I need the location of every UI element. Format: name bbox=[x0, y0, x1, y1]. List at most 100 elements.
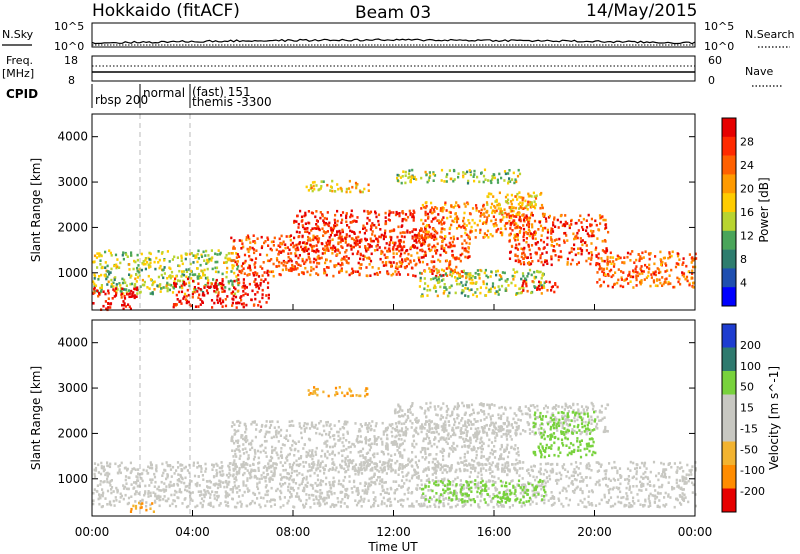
heatmap-cell bbox=[224, 495, 227, 498]
heatmap-cell bbox=[182, 270, 186, 273]
heatmap-cell bbox=[305, 450, 308, 454]
heatmap-cell bbox=[651, 494, 654, 497]
heatmap-cell bbox=[509, 207, 512, 211]
heatmap-cell bbox=[233, 505, 237, 509]
heatmap-cell bbox=[242, 460, 245, 464]
heatmap-cell bbox=[433, 244, 436, 248]
heatmap-cell bbox=[590, 234, 593, 238]
heatmap-cell bbox=[142, 260, 145, 263]
heatmap-cell bbox=[404, 181, 407, 185]
heatmap-cell bbox=[378, 271, 382, 274]
heatmap-cell bbox=[298, 235, 301, 238]
heatmap-cell bbox=[418, 237, 421, 240]
noise-panel: N.Sky 10^5 10^0 10^5 10^0 N.Search bbox=[2, 20, 795, 53]
heatmap-cell bbox=[133, 294, 136, 297]
heatmap-cell bbox=[544, 484, 547, 488]
heatmap-cell bbox=[511, 205, 514, 209]
heatmap-cell bbox=[308, 463, 311, 466]
heatmap-cell bbox=[253, 263, 256, 266]
heatmap-cell bbox=[491, 211, 494, 215]
heatmap-cell bbox=[293, 470, 296, 473]
heatmap-cell bbox=[375, 215, 378, 219]
heatmap-cell bbox=[349, 190, 352, 194]
heatmap-cell bbox=[433, 503, 436, 506]
heatmap-cell bbox=[312, 461, 315, 464]
heatmap-cell bbox=[538, 280, 541, 284]
heatmap-cell bbox=[407, 172, 411, 175]
heatmap-cell bbox=[433, 438, 436, 441]
heatmap-cell bbox=[226, 485, 229, 489]
heatmap-cell bbox=[400, 252, 403, 256]
heatmap-cell bbox=[499, 231, 502, 234]
heatmap-cell bbox=[424, 282, 427, 285]
heatmap-cell bbox=[280, 234, 283, 238]
heatmap-cell bbox=[471, 278, 474, 282]
heatmap-cell bbox=[110, 486, 114, 489]
heatmap-cell bbox=[242, 278, 245, 281]
heatmap-cell bbox=[460, 270, 463, 273]
heatmap-cell bbox=[594, 219, 597, 223]
heatmap-cell bbox=[508, 233, 511, 237]
heatmap-cell bbox=[447, 294, 450, 298]
heatmap-cell bbox=[343, 255, 346, 259]
heatmap-cell bbox=[485, 219, 488, 222]
heatmap-cell bbox=[361, 190, 364, 194]
heatmap-cell bbox=[98, 493, 101, 496]
heatmap-cell bbox=[503, 450, 506, 453]
heatmap-cell bbox=[542, 472, 545, 476]
heatmap-cell bbox=[315, 223, 318, 226]
heatmap-cell bbox=[256, 497, 259, 500]
heatmap-cell bbox=[598, 278, 601, 281]
heatmap-cell bbox=[354, 463, 358, 466]
heatmap-cell bbox=[667, 256, 670, 260]
heatmap-cell bbox=[679, 495, 682, 498]
heatmap-cell bbox=[431, 206, 434, 209]
heatmap-cell bbox=[272, 274, 275, 278]
heatmap-cell bbox=[433, 431, 436, 434]
heatmap-cell bbox=[488, 495, 491, 498]
heatmap-cell bbox=[227, 252, 230, 255]
heatmap-cell bbox=[299, 499, 302, 503]
heatmap-cell bbox=[200, 255, 204, 258]
heatmap-cell bbox=[375, 237, 378, 240]
heatmap-cell bbox=[523, 216, 526, 219]
heatmap-cell bbox=[366, 210, 369, 213]
heatmap-cell bbox=[497, 293, 500, 296]
heatmap-cell bbox=[345, 259, 348, 262]
heatmap-cell bbox=[497, 207, 500, 210]
heatmap-cell bbox=[439, 253, 442, 257]
heatmap-cell bbox=[572, 470, 575, 474]
heatmap-cell bbox=[481, 213, 484, 216]
heatmap-cell bbox=[638, 488, 641, 492]
heatmap-cell bbox=[199, 288, 202, 291]
heatmap-cell bbox=[489, 206, 493, 209]
heatmap-cell bbox=[607, 274, 610, 277]
heatmap-cell bbox=[110, 488, 113, 491]
heatmap-cell bbox=[106, 264, 109, 268]
heatmap-cell bbox=[240, 502, 243, 506]
heatmap-cell bbox=[513, 223, 516, 227]
heatmap-cell bbox=[430, 248, 433, 252]
heatmap-cell bbox=[494, 218, 497, 222]
heatmap-cell bbox=[575, 221, 578, 225]
heatmap-cell bbox=[570, 462, 573, 466]
heatmap-cell bbox=[457, 175, 460, 179]
heatmap-cell bbox=[456, 476, 459, 479]
heatmap-cell bbox=[681, 488, 684, 491]
heatmap-cell bbox=[425, 201, 428, 204]
heatmap-cell bbox=[692, 483, 695, 487]
heatmap-cell bbox=[160, 489, 163, 492]
heatmap-cell bbox=[370, 226, 373, 229]
heatmap-cell bbox=[440, 179, 443, 182]
heatmap-cell bbox=[343, 502, 346, 505]
heatmap-cell bbox=[431, 479, 434, 482]
heatmap-cell bbox=[234, 260, 237, 264]
heatmap-cell bbox=[506, 221, 509, 225]
heatmap-cell bbox=[389, 500, 392, 504]
heatmap-cell bbox=[458, 282, 461, 286]
heatmap-cell bbox=[261, 245, 264, 248]
heatmap-cell bbox=[574, 253, 577, 257]
heatmap-cell bbox=[116, 265, 119, 268]
heatmap-cell bbox=[100, 465, 103, 468]
heatmap-cell bbox=[678, 467, 682, 470]
